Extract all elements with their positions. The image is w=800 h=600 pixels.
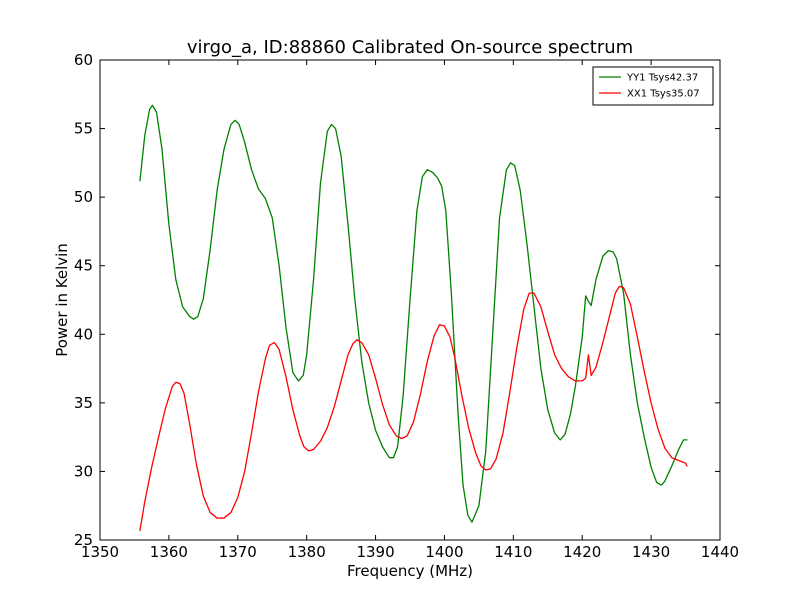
y-tick-label: 50 <box>74 188 93 206</box>
series-line-2 <box>139 285 688 532</box>
legend-box <box>592 66 714 106</box>
chart-title: virgo_a, ID:88860 Calibrated On-source s… <box>187 37 633 58</box>
x-tick-label: 1430 <box>632 543 670 561</box>
x-tick-label: 1410 <box>494 543 532 561</box>
x-tick-label: 1440 <box>701 543 739 561</box>
x-axis-label: Frequency (MHz) <box>347 562 473 580</box>
x-tick-label: 1380 <box>288 543 326 561</box>
y-tick-label: 40 <box>74 325 93 343</box>
legend-label-1: YY1 Tsys42.37 <box>626 73 698 84</box>
y-tick-label: 35 <box>74 394 93 412</box>
legend-label-2: XX1 Tsys35.07 <box>627 89 700 100</box>
x-tick-label: 1370 <box>219 543 257 561</box>
y-tick-label: 30 <box>74 462 93 480</box>
legend: YY1 Tsys42.37 XX1 Tsys35.07 <box>592 66 714 106</box>
y-tick-label: 60 <box>74 51 93 69</box>
ticks-group: 1350 1360 1370 1380 1390 1400 1410 1420 1430 1440… <box>74 51 739 561</box>
plot-frame <box>99 59 721 541</box>
x-tick-label: 1360 <box>150 543 188 561</box>
series-group <box>139 104 688 532</box>
x-tick-label: 1400 <box>425 543 463 561</box>
x-tick-label: 1390 <box>356 543 394 561</box>
y-tick-label: 55 <box>74 120 93 138</box>
x-tick-label: 1350 <box>81 543 119 561</box>
series-line-1 <box>139 104 688 523</box>
y-tick-label: 25 <box>74 531 93 549</box>
y-tick-label: 45 <box>74 257 93 275</box>
y-axis-label: Power in Kelvin <box>53 243 71 357</box>
x-tick-label: 1420 <box>563 543 601 561</box>
